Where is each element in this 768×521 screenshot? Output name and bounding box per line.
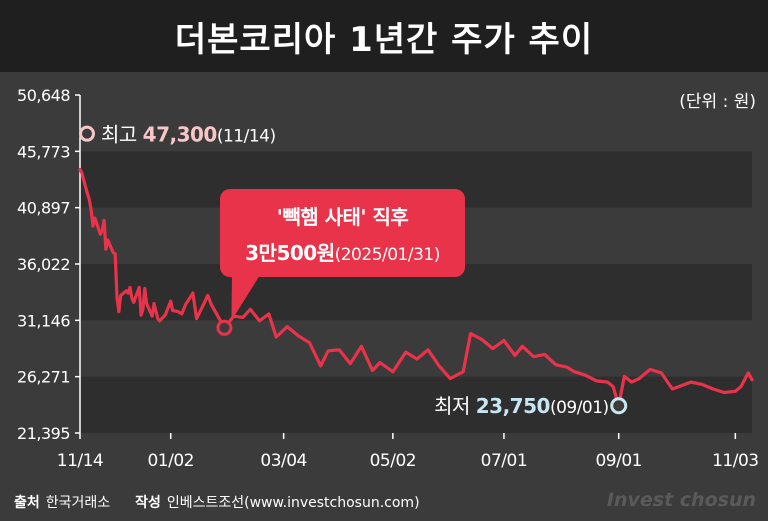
- footer-credits: 출처 한국거래소 작성 인베스트조선(www.investchosun.com): [14, 492, 420, 512]
- header-bar: 더본코리아 1년간 주가 추이: [0, 0, 768, 72]
- x-tick-label: 07/01: [481, 451, 528, 471]
- callout-pointer: [231, 275, 260, 321]
- unit-label: (단위 : 원): [679, 92, 756, 112]
- callout-line2: 3만500원(2025/01/31): [245, 241, 440, 265]
- x-tick-label: 09/01: [595, 451, 642, 471]
- callout-marker: [216, 319, 233, 336]
- source-text: 한국거래소: [45, 495, 111, 511]
- price-series-line: [78, 167, 754, 408]
- callout-line1: '빽햄 사태' 직후: [277, 205, 409, 229]
- callout-bubble: [220, 189, 465, 277]
- footer-bar: 출처 한국거래소 작성 인베스트조선(www.investchosun.com) I…: [0, 482, 768, 521]
- y-tick-label: 45,773: [17, 142, 70, 161]
- high-marker: [79, 125, 95, 142]
- x-tick-label: 03/04: [260, 451, 307, 471]
- x-tick-label: 01/02: [147, 451, 194, 471]
- chart-band: [80, 376, 752, 433]
- y-tick-label: 31,146: [17, 311, 70, 330]
- chart-title: 더본코리아 1년간 주가 추이: [174, 19, 594, 60]
- stock-line-chart: 21,395 26,271 31,146 36,022 40,897 45,773 50,6…: [17, 86, 759, 471]
- author-label: 작성: [135, 495, 161, 511]
- y-tick-label: 21,395: [17, 424, 70, 443]
- source-label: 출처: [14, 495, 40, 511]
- y-tick-label: 40,897: [17, 199, 70, 218]
- y-tick-label: 26,271: [17, 368, 70, 387]
- brand-logo: Invest chosun: [606, 489, 756, 511]
- author-text: 인베스트조선(www.investchosun.com): [166, 495, 420, 511]
- x-tick-label: 05/02: [370, 451, 417, 471]
- y-tick-label: 50,648: [17, 86, 70, 105]
- low-marker: [610, 397, 628, 415]
- y-tick-label: 36,022: [17, 255, 70, 274]
- x-tick-label: 11/14: [57, 451, 104, 471]
- high-label: 최고 47,300(11/14): [101, 123, 276, 147]
- x-tick-label: 11/03: [712, 451, 759, 471]
- low-label: 최저 23,750(09/01): [434, 394, 609, 418]
